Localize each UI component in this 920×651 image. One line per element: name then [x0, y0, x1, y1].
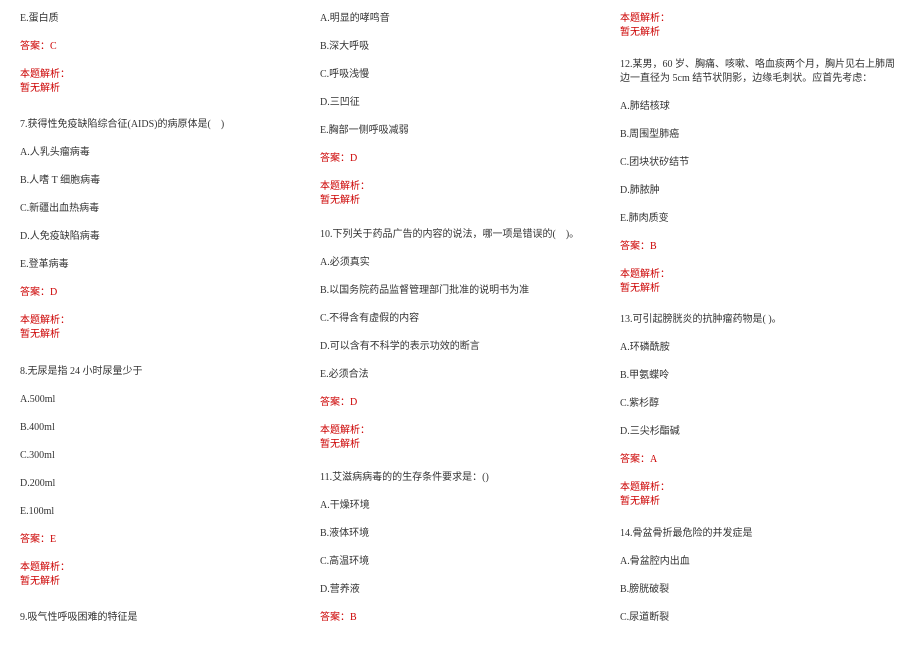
answer-12: 答案：B: [620, 240, 900, 254]
option-e: E.蛋白质: [20, 12, 300, 26]
question-12: 12.某男，60 岁、胸痛、咳嗽、咯血痰两个月，胸片见右上肺周边一直径为 5cm…: [620, 58, 900, 86]
answer-11: 答案：B: [320, 611, 600, 625]
answer-8: 答案：E: [20, 533, 300, 547]
column-1: E.蛋白质 答案：C 本题解析： 暂无解析 7.获得性免疫缺陷综合征(AIDS)…: [20, 12, 300, 639]
option-8e: E.100ml: [20, 505, 300, 519]
option-9d: D.三凹征: [320, 96, 600, 110]
option-8a: A.500ml: [20, 393, 300, 407]
option-10d: D.可以含有不科学的表示功效的断言: [320, 340, 600, 354]
option-10a: A.必须真实: [320, 256, 600, 270]
option-12c: C.团块状矽结节: [620, 156, 900, 170]
option-12b: B.周围型肺癌: [620, 128, 900, 142]
answer-9: 答案：D: [320, 152, 600, 166]
column-2: A.明显的哮鸣音 B.深大呼吸 C.呼吸浅慢 D.三凹征 E.胸部一侧呼吸减弱 …: [320, 12, 600, 639]
option-7b: B.人嗜 T 细胞病毒: [20, 174, 300, 188]
analysis-content: 暂无解析: [20, 575, 300, 589]
option-10e: E.必须合法: [320, 368, 600, 382]
option-12a: A.肺结核球: [620, 100, 900, 114]
answer-6: 答案：C: [20, 40, 300, 54]
answer-10: 答案：D: [320, 396, 600, 410]
analysis-label: 本题解析：: [20, 314, 300, 328]
option-13c: C.紫杉醇: [620, 397, 900, 411]
analysis-label: 本题解析：: [620, 268, 900, 282]
option-7a: A.人乳头瘤病毒: [20, 146, 300, 160]
option-11b: B.液体环境: [320, 527, 600, 541]
analysis-content: 暂无解析: [620, 495, 900, 509]
option-13d: D.三尖杉酯碱: [620, 425, 900, 439]
option-9e: E.胸部一侧呼吸减弱: [320, 124, 600, 138]
question-13: 13.可引起膀胱炎的抗肿瘤药物是( )。: [620, 313, 900, 327]
option-14a: A.骨盆腔内出血: [620, 555, 900, 569]
option-7e: E.登革病毒: [20, 258, 300, 272]
option-13a: A.环磷酰胺: [620, 341, 900, 355]
question-14: 14.骨盆骨折最危险的并发症是: [620, 527, 900, 541]
analysis-label: 本题解析：: [20, 68, 300, 82]
question-10: 10.下列关于药品广告的内容的说法，哪一项是错误的( )。: [320, 228, 600, 242]
analysis-content: 暂无解析: [620, 282, 900, 296]
question-11: 11.艾滋病病毒的的生存条件要求是：(): [320, 471, 600, 485]
question-7: 7.获得性免疫缺陷综合征(AIDS)的病原体是( ): [20, 118, 300, 132]
option-7c: C.新疆出血热病毒: [20, 202, 300, 216]
analysis-content: 暂无解析: [320, 438, 600, 452]
option-12d: D.肺脓肿: [620, 184, 900, 198]
answer-7: 答案：D: [20, 286, 300, 300]
option-8d: D.200ml: [20, 477, 300, 491]
option-7d: D.人免疫缺陷病毒: [20, 230, 300, 244]
option-10c: C.不得含有虚假的内容: [320, 312, 600, 326]
option-10b: B.以国务院药品监督管理部门批准的说明书为准: [320, 284, 600, 298]
option-9a: A.明显的哮鸣音: [320, 12, 600, 26]
column-3: 本题解析： 暂无解析 12.某男，60 岁、胸痛、咳嗽、咯血痰两个月，胸片见右上…: [620, 12, 900, 639]
question-8: 8.无尿是指 24 小时尿量少于: [20, 365, 300, 379]
option-12e: E.肺肉质变: [620, 212, 900, 226]
option-9b: B.深大呼吸: [320, 40, 600, 54]
option-9c: C.呼吸浅慢: [320, 68, 600, 82]
analysis-label: 本题解析：: [620, 481, 900, 495]
option-11d: D.营养液: [320, 583, 600, 597]
analysis-content: 暂无解析: [20, 328, 300, 342]
question-9: 9.吸气性呼吸困难的特征是: [20, 611, 300, 625]
answer-13: 答案：A: [620, 453, 900, 467]
option-13b: B.甲氨蝶呤: [620, 369, 900, 383]
analysis-label: 本题解析：: [320, 180, 600, 194]
option-14c: C.尿道断裂: [620, 611, 900, 625]
analysis-content: 暂无解析: [20, 82, 300, 96]
option-8c: C.300ml: [20, 449, 300, 463]
analysis-label: 本题解析：: [20, 561, 300, 575]
analysis-label: 本题解析：: [320, 424, 600, 438]
analysis-label: 本题解析：: [620, 12, 900, 26]
option-11a: A.干燥环境: [320, 499, 600, 513]
option-14b: B.膀胱破裂: [620, 583, 900, 597]
analysis-content: 暂无解析: [320, 194, 600, 208]
option-11c: C.高温环境: [320, 555, 600, 569]
option-8b: B.400ml: [20, 421, 300, 435]
analysis-content: 暂无解析: [620, 26, 900, 40]
